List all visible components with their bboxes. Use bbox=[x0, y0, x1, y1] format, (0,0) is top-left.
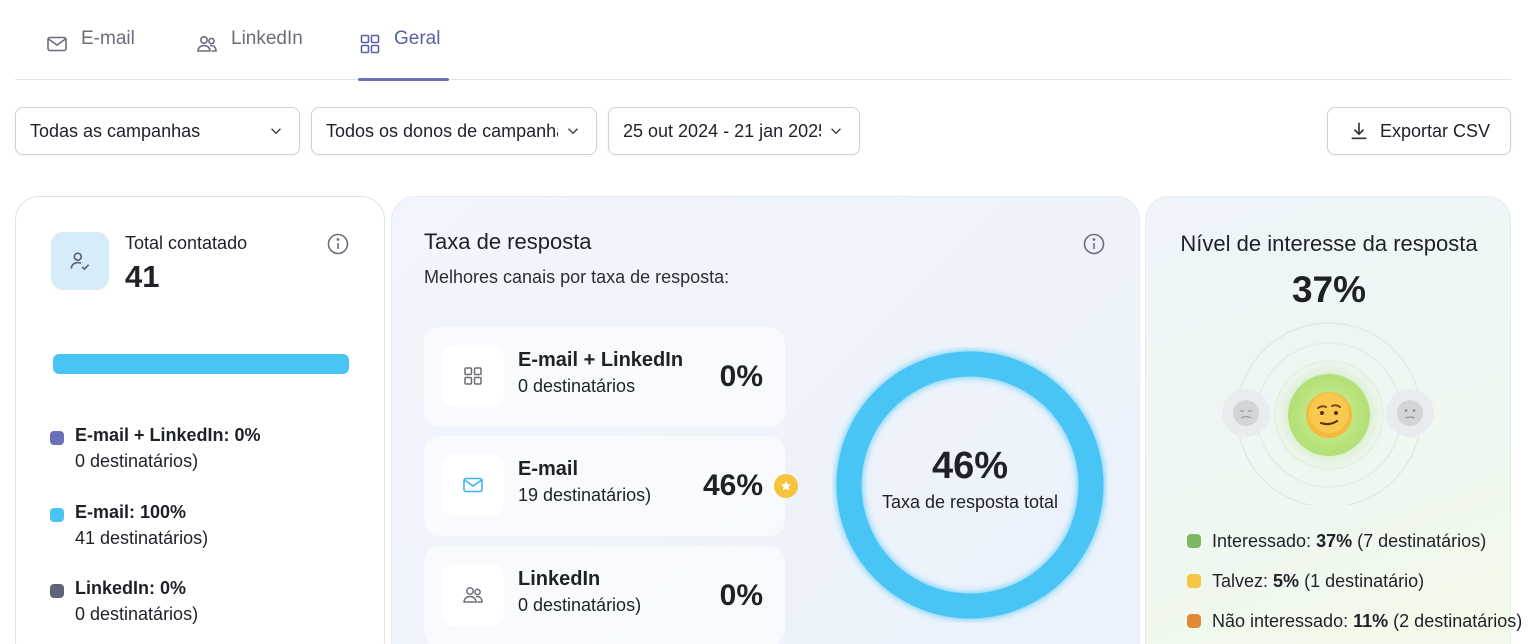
legend-swatch bbox=[1187, 534, 1201, 548]
legend-sub: 0 destinatários) bbox=[75, 604, 199, 624]
channel-distribution-bar bbox=[53, 354, 349, 374]
interest-legend-interested: Interessado: 37% (7 destinatários) bbox=[1187, 531, 1486, 552]
channel-row-email: E-mail 19 destinatários) 46% bbox=[424, 436, 785, 536]
legend-label: Talvez: bbox=[1212, 571, 1269, 591]
channel-name: E-mail + LinkedIn bbox=[518, 349, 684, 371]
legend-label: Interessado: bbox=[1212, 531, 1312, 551]
info-icon[interactable] bbox=[326, 232, 350, 256]
total-contacted-value: 41 bbox=[125, 259, 160, 294]
grid-icon bbox=[442, 345, 504, 407]
channel-row-linkedin: LinkedIn 0 destinatários) 0% bbox=[424, 546, 785, 644]
total-response-donut bbox=[836, 351, 1104, 619]
channel-rate-value: 46% bbox=[702, 469, 763, 502]
users-icon bbox=[197, 36, 217, 52]
tab-bar: E-mail LinkedIn Geral bbox=[15, 0, 1511, 81]
channel-name: E-mail bbox=[518, 458, 579, 480]
interest-title: Nível de interesse da resposta bbox=[1180, 231, 1478, 256]
legend-percent: 5% bbox=[1273, 571, 1300, 591]
channel-name: LinkedIn bbox=[518, 568, 601, 590]
total-contacted-label: Total contatado bbox=[125, 233, 248, 253]
donut-value: 46% bbox=[931, 445, 1009, 487]
legend-sub: 0 destinatários) bbox=[75, 451, 199, 471]
tab-geral-label: Geral bbox=[394, 28, 441, 49]
channel-distribution-bar-fill bbox=[53, 354, 349, 374]
legend-percent: 37% bbox=[1316, 531, 1353, 551]
info-icon[interactable] bbox=[1082, 232, 1106, 256]
channel-recipients: 19 destinatários) bbox=[518, 485, 652, 505]
legend-detail: (2 destinatários) bbox=[1393, 611, 1523, 631]
channel-rate-value: 0% bbox=[719, 579, 763, 612]
channel-recipients: 0 destinatários) bbox=[518, 595, 642, 615]
interest-value: 37% bbox=[1291, 269, 1367, 310]
owners-select[interactable]: Todos os donos de campanha bbox=[311, 107, 597, 155]
campaigns-select-value: Todas as campanhas bbox=[30, 120, 201, 141]
date-range-value: 25 out 2024 - 21 jan 2025 bbox=[623, 120, 821, 141]
donut-ring bbox=[836, 351, 1104, 619]
download-icon bbox=[1351, 122, 1367, 140]
export-csv-button[interactable]: Exportar CSV bbox=[1327, 107, 1511, 155]
legend-swatch bbox=[50, 584, 64, 598]
tab-email-label: E-mail bbox=[81, 28, 135, 49]
best-channel-star-icon bbox=[774, 474, 798, 498]
not-interested-face-icon bbox=[1222, 389, 1270, 437]
response-rate-title: Taxa de resposta bbox=[424, 229, 592, 254]
total-contacted-card: Total contatado 41 E-mail + LinkedIn: 0%… bbox=[15, 196, 385, 644]
donut-label: Taxa de resposta total bbox=[881, 492, 1059, 512]
response-rate-subtitle: Melhores canais por taxa de resposta: bbox=[424, 267, 730, 287]
legend-swatch bbox=[50, 431, 64, 445]
legend-detail: (1 destinatário) bbox=[1304, 571, 1425, 591]
date-range-select[interactable]: 25 out 2024 - 21 jan 2025 bbox=[608, 107, 860, 155]
legend-title: E-mail + LinkedIn: 0% bbox=[75, 425, 261, 445]
interest-level-card: Nível de interesse da resposta 37% Inter… bbox=[1145, 196, 1522, 644]
chevron-down-icon bbox=[830, 128, 842, 135]
grid-icon bbox=[360, 34, 380, 54]
legend-label: Não interessado: bbox=[1212, 611, 1349, 631]
export-csv-label: Exportar CSV bbox=[1379, 120, 1491, 141]
response-rate-card: Taxa de resposta Melhores canais por tax… bbox=[391, 196, 1140, 644]
legend-percent: 11% bbox=[1353, 611, 1389, 631]
legend-sub: 41 destinatários) bbox=[75, 528, 209, 548]
tab-geral[interactable]: Geral bbox=[358, 28, 449, 81]
mail-icon bbox=[442, 454, 504, 516]
users-icon bbox=[442, 564, 504, 626]
legend-swatch bbox=[1187, 574, 1201, 588]
channel-rate-value: 0% bbox=[719, 360, 763, 393]
tab-email[interactable]: E-mail bbox=[45, 28, 135, 80]
maybe-face-icon bbox=[1386, 389, 1434, 437]
legend-title: E-mail: 100% bbox=[75, 502, 187, 522]
campaigns-select[interactable]: Todas as campanhas bbox=[15, 107, 300, 155]
owners-select-value: Todos os donos de campanha bbox=[326, 120, 558, 141]
chevron-down-icon bbox=[567, 128, 579, 135]
legend-swatch bbox=[1187, 614, 1201, 628]
interest-legend-not-interested: Não interessado: 11% (2 destinatários) bbox=[1187, 611, 1522, 632]
contacted-user-icon bbox=[51, 232, 109, 290]
mail-icon bbox=[47, 36, 67, 52]
legend-title: LinkedIn: 0% bbox=[75, 578, 187, 598]
legend-detail: (7 destinatários) bbox=[1357, 531, 1487, 551]
tab-linkedin-label: LinkedIn bbox=[231, 28, 303, 49]
legend-swatch bbox=[50, 508, 64, 522]
chevron-down-icon bbox=[270, 128, 282, 135]
tab-linkedin[interactable]: LinkedIn bbox=[195, 28, 303, 80]
interest-legend-maybe: Talvez: 5% (1 destinatário) bbox=[1187, 571, 1424, 592]
channel-recipients: 0 destinatários bbox=[518, 376, 636, 396]
channel-row-email-linkedin: E-mail + LinkedIn 0 destinatários 0% bbox=[424, 327, 785, 427]
interested-face-icon bbox=[1288, 374, 1370, 456]
